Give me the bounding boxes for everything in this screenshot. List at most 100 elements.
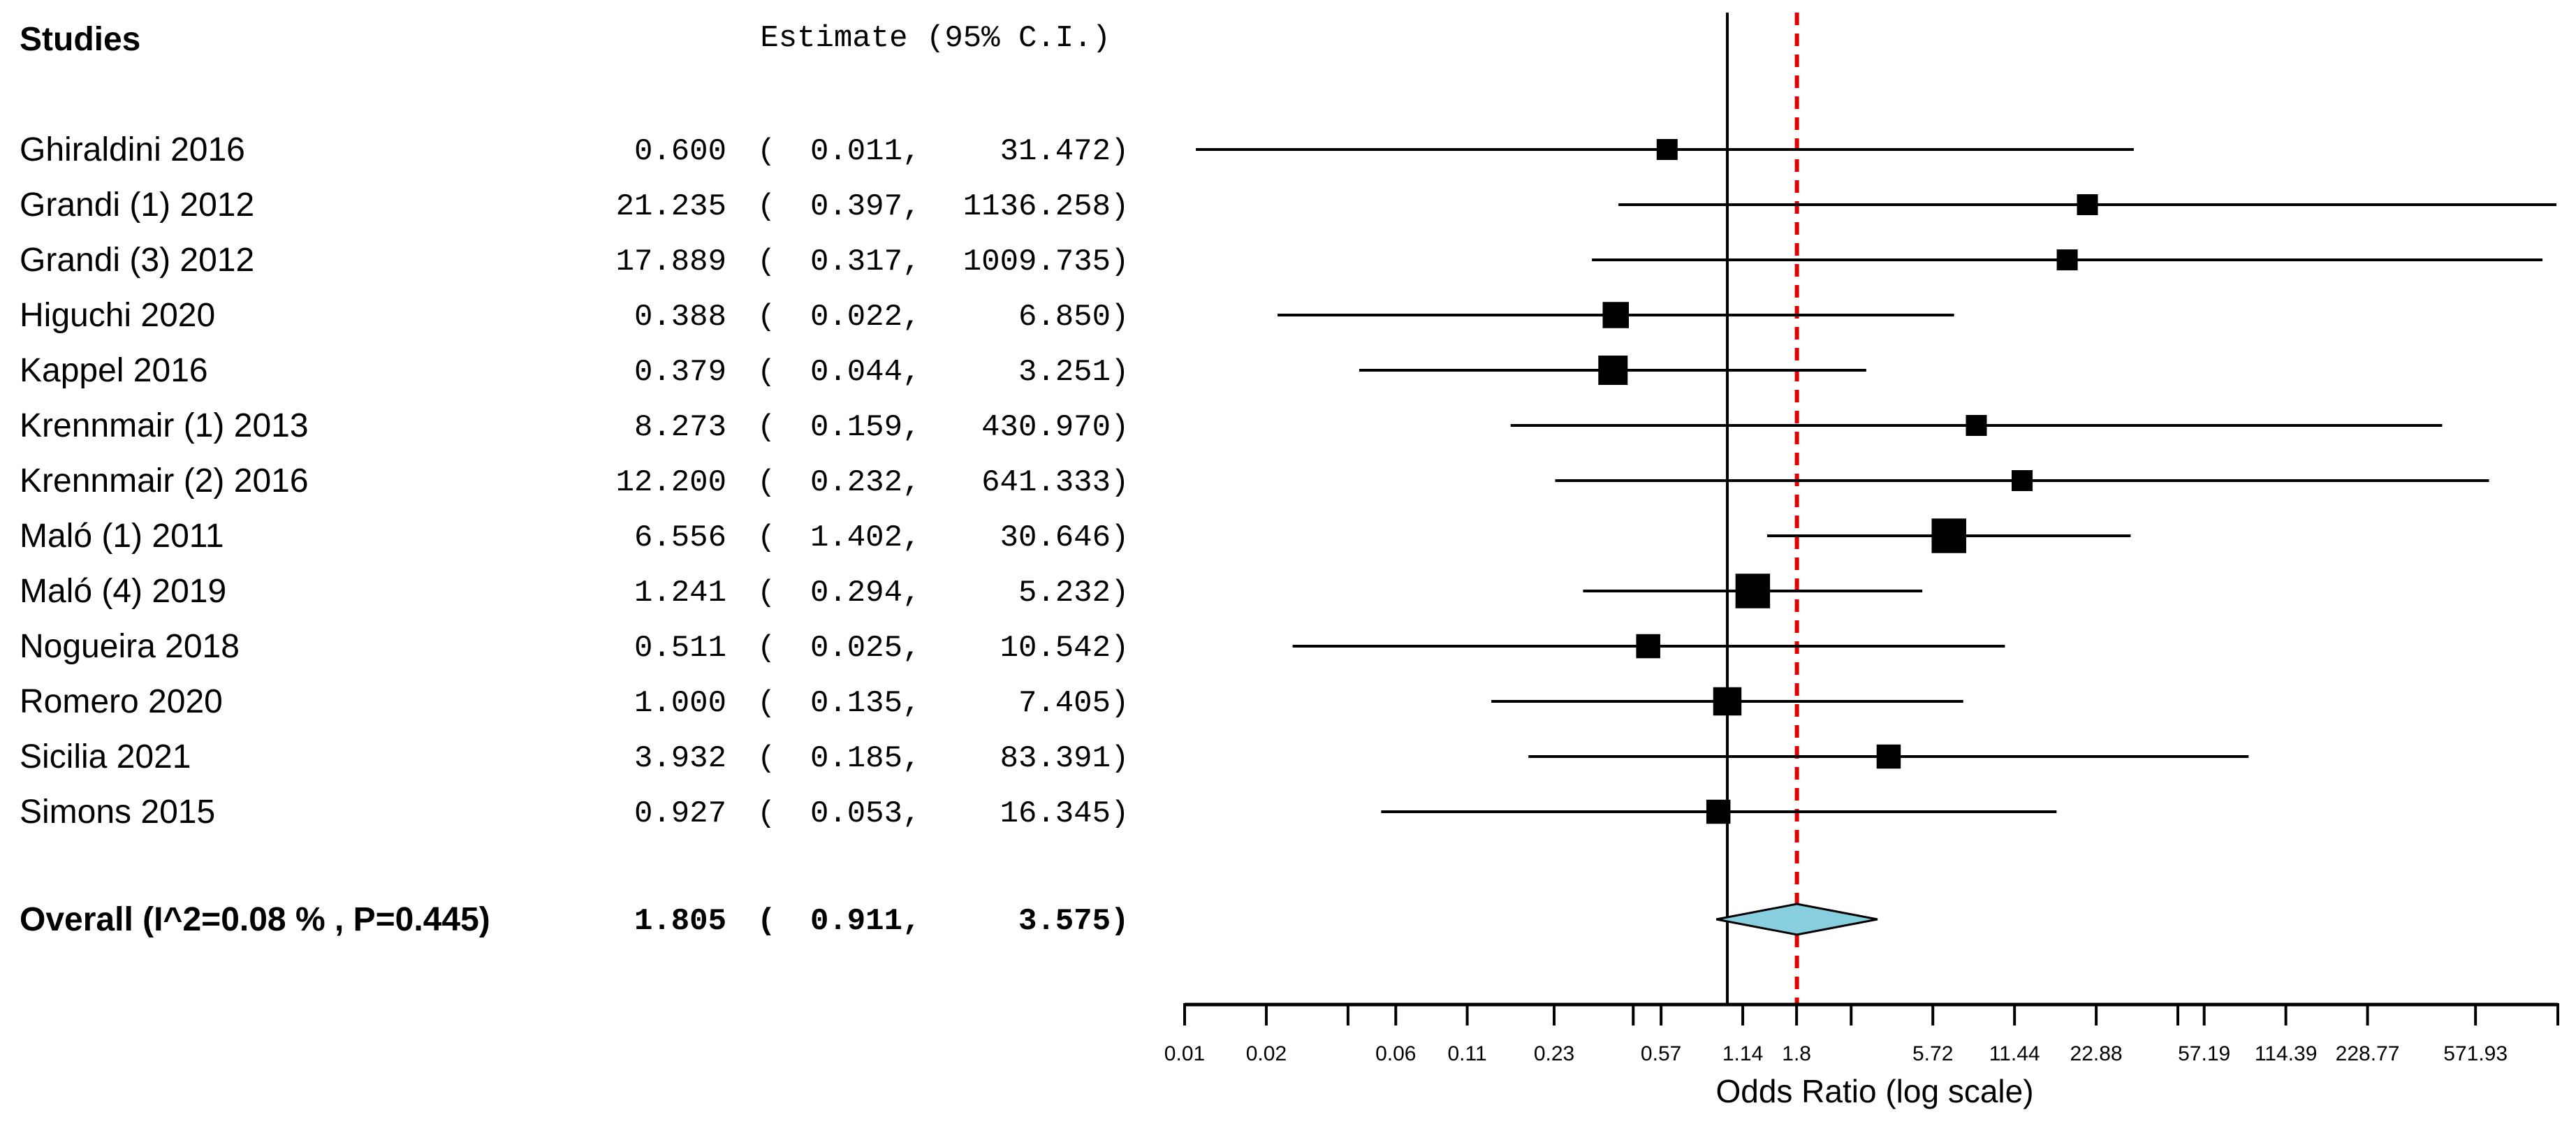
study-ci-close: ) — [1111, 576, 1129, 611]
study-ci-close: ) — [1111, 520, 1129, 555]
study-ci-open: ( — [757, 796, 775, 831]
study-ci-open: ( — [757, 520, 775, 555]
study-ci-lower: 1.402 — [810, 520, 902, 555]
overall-ci-lower: 0.911 — [810, 904, 902, 939]
study-ci-open: ( — [757, 189, 775, 224]
point-estimate — [1931, 518, 1966, 553]
study-ci-lower: 0.053 — [810, 796, 902, 831]
study-ci-comma: , — [902, 796, 921, 831]
study-ci-close: ) — [1111, 410, 1129, 445]
study-name: Simons 2015 — [20, 794, 215, 831]
point-estimate — [1966, 415, 1987, 436]
study-ci-close: ) — [1111, 465, 1129, 500]
study-estimate: 6.556 — [634, 520, 726, 555]
study-ci-open: ( — [757, 465, 775, 500]
study-ci-upper: 16.345 — [1000, 796, 1111, 831]
study-ci-open: ( — [757, 134, 775, 169]
study-estimate: 0.511 — [634, 631, 726, 666]
study-estimate: 1.241 — [634, 576, 726, 611]
study-name: Krennmair (1) 2013 — [20, 407, 309, 444]
study-estimate: 8.273 — [634, 410, 726, 445]
study-ci-open: ( — [757, 244, 775, 279]
overall-estimate: 1.805 — [634, 904, 726, 939]
x-tick-label: 0.02 — [1246, 1042, 1287, 1065]
x-tick-label: 571.93 — [2443, 1042, 2508, 1065]
x-tick-label: 1.8 — [1782, 1042, 1811, 1065]
study-ci-lower: 0.232 — [810, 465, 902, 500]
study-ci-lower: 0.159 — [810, 410, 902, 445]
study-ci-lower: 0.185 — [810, 741, 902, 776]
study-estimate: 21.235 — [616, 189, 726, 224]
study-estimate: 3.932 — [634, 741, 726, 776]
study-name: Nogueira 2018 — [20, 628, 240, 665]
x-tick-label: 0.57 — [1641, 1042, 1681, 1065]
study-ci-upper: 83.391 — [1000, 741, 1111, 776]
study-ci-comma: , — [902, 520, 921, 555]
overall-ci-comma: , — [902, 904, 921, 939]
overall-ci-open: ( — [757, 904, 775, 939]
study-ci-close: ) — [1111, 189, 1129, 224]
x-tick-label: 0.06 — [1375, 1042, 1416, 1065]
study-ci-close: ) — [1111, 355, 1129, 390]
study-ci-upper: 10.542 — [1000, 631, 1111, 666]
point-estimate — [1602, 302, 1629, 328]
x-tick-label: 0.23 — [1534, 1042, 1574, 1065]
study-ci-open: ( — [757, 741, 775, 776]
point-estimate — [1876, 744, 1901, 769]
study-estimate: 0.927 — [634, 796, 726, 831]
x-axis-label: Odds Ratio (log scale) — [1715, 1073, 2033, 1109]
study-ci-open: ( — [757, 631, 775, 666]
study-ci-close: ) — [1111, 741, 1129, 776]
study-ci-lower: 0.135 — [810, 686, 902, 721]
study-estimate: 0.388 — [634, 300, 726, 335]
study-ci-close: ) — [1111, 134, 1129, 169]
study-ci-comma: , — [902, 741, 921, 776]
study-ci-open: ( — [757, 686, 775, 721]
study-ci-comma: , — [902, 465, 921, 500]
study-ci-comma: , — [902, 244, 921, 279]
x-axis: 0.01 0.02 0.06 0.11 0.23 0.57 1.14 1.8 5.72 11.44… — [1164, 1002, 2559, 1065]
study-ci-upper: 6.850 — [1018, 300, 1111, 335]
study-name: Krennmair (2) 2016 — [20, 462, 309, 499]
point-estimate — [1706, 799, 1731, 824]
study-ci-comma: , — [902, 134, 921, 169]
study-ci-comma: , — [902, 410, 921, 445]
study-ci-upper: 3.251 — [1018, 355, 1111, 390]
point-estimate — [1636, 634, 1660, 659]
study-ci-upper: 31.472 — [1000, 134, 1111, 169]
study-labels: Ghiraldini 2016 0.600 (0.011, 31.472) Grandi… — [20, 131, 1129, 939]
point-estimate — [1656, 139, 1678, 160]
study-ci-upper: 641.333 — [981, 465, 1111, 500]
study-name: Sicilia 2021 — [20, 738, 191, 775]
study-ci-lower: 0.294 — [810, 576, 902, 611]
study-estimate: 0.379 — [634, 355, 726, 390]
studies-header: Studies — [20, 21, 140, 58]
x-tick-label: 1.14 — [1722, 1042, 1763, 1065]
point-estimate — [2077, 194, 2098, 215]
study-ci-close: ) — [1111, 300, 1129, 335]
study-name: Grandi (1) 2012 — [20, 187, 254, 224]
study-ci-comma: , — [902, 355, 921, 390]
estimate-header: Estimate (95% C.I.) — [760, 21, 1111, 56]
study-ci-close: ) — [1111, 244, 1129, 279]
overall-ci-upper: 3.575 — [1018, 904, 1111, 939]
study-ci-lower: 0.011 — [810, 134, 902, 169]
x-tick-label: 228.77 — [2336, 1042, 2400, 1065]
study-ci-open: ( — [757, 300, 775, 335]
point-estimate — [1713, 687, 1742, 716]
study-estimate: 1.000 — [634, 686, 726, 721]
study-ci-lower: 0.025 — [810, 631, 902, 666]
study-ci-close: ) — [1111, 796, 1129, 831]
study-ci-upper: 1009.735 — [963, 244, 1111, 279]
study-ci-upper: 430.970 — [981, 410, 1111, 445]
study-ci-comma: , — [902, 300, 921, 335]
study-ci-open: ( — [757, 410, 775, 445]
study-name: Kappel 2016 — [20, 352, 208, 389]
study-ci-lower: 0.397 — [810, 189, 902, 224]
point-estimate — [2056, 249, 2078, 270]
study-estimate: 12.200 — [616, 465, 726, 500]
study-estimate: 0.600 — [634, 134, 726, 169]
study-estimate: 17.889 — [616, 244, 726, 279]
study-ci-open: ( — [757, 576, 775, 611]
